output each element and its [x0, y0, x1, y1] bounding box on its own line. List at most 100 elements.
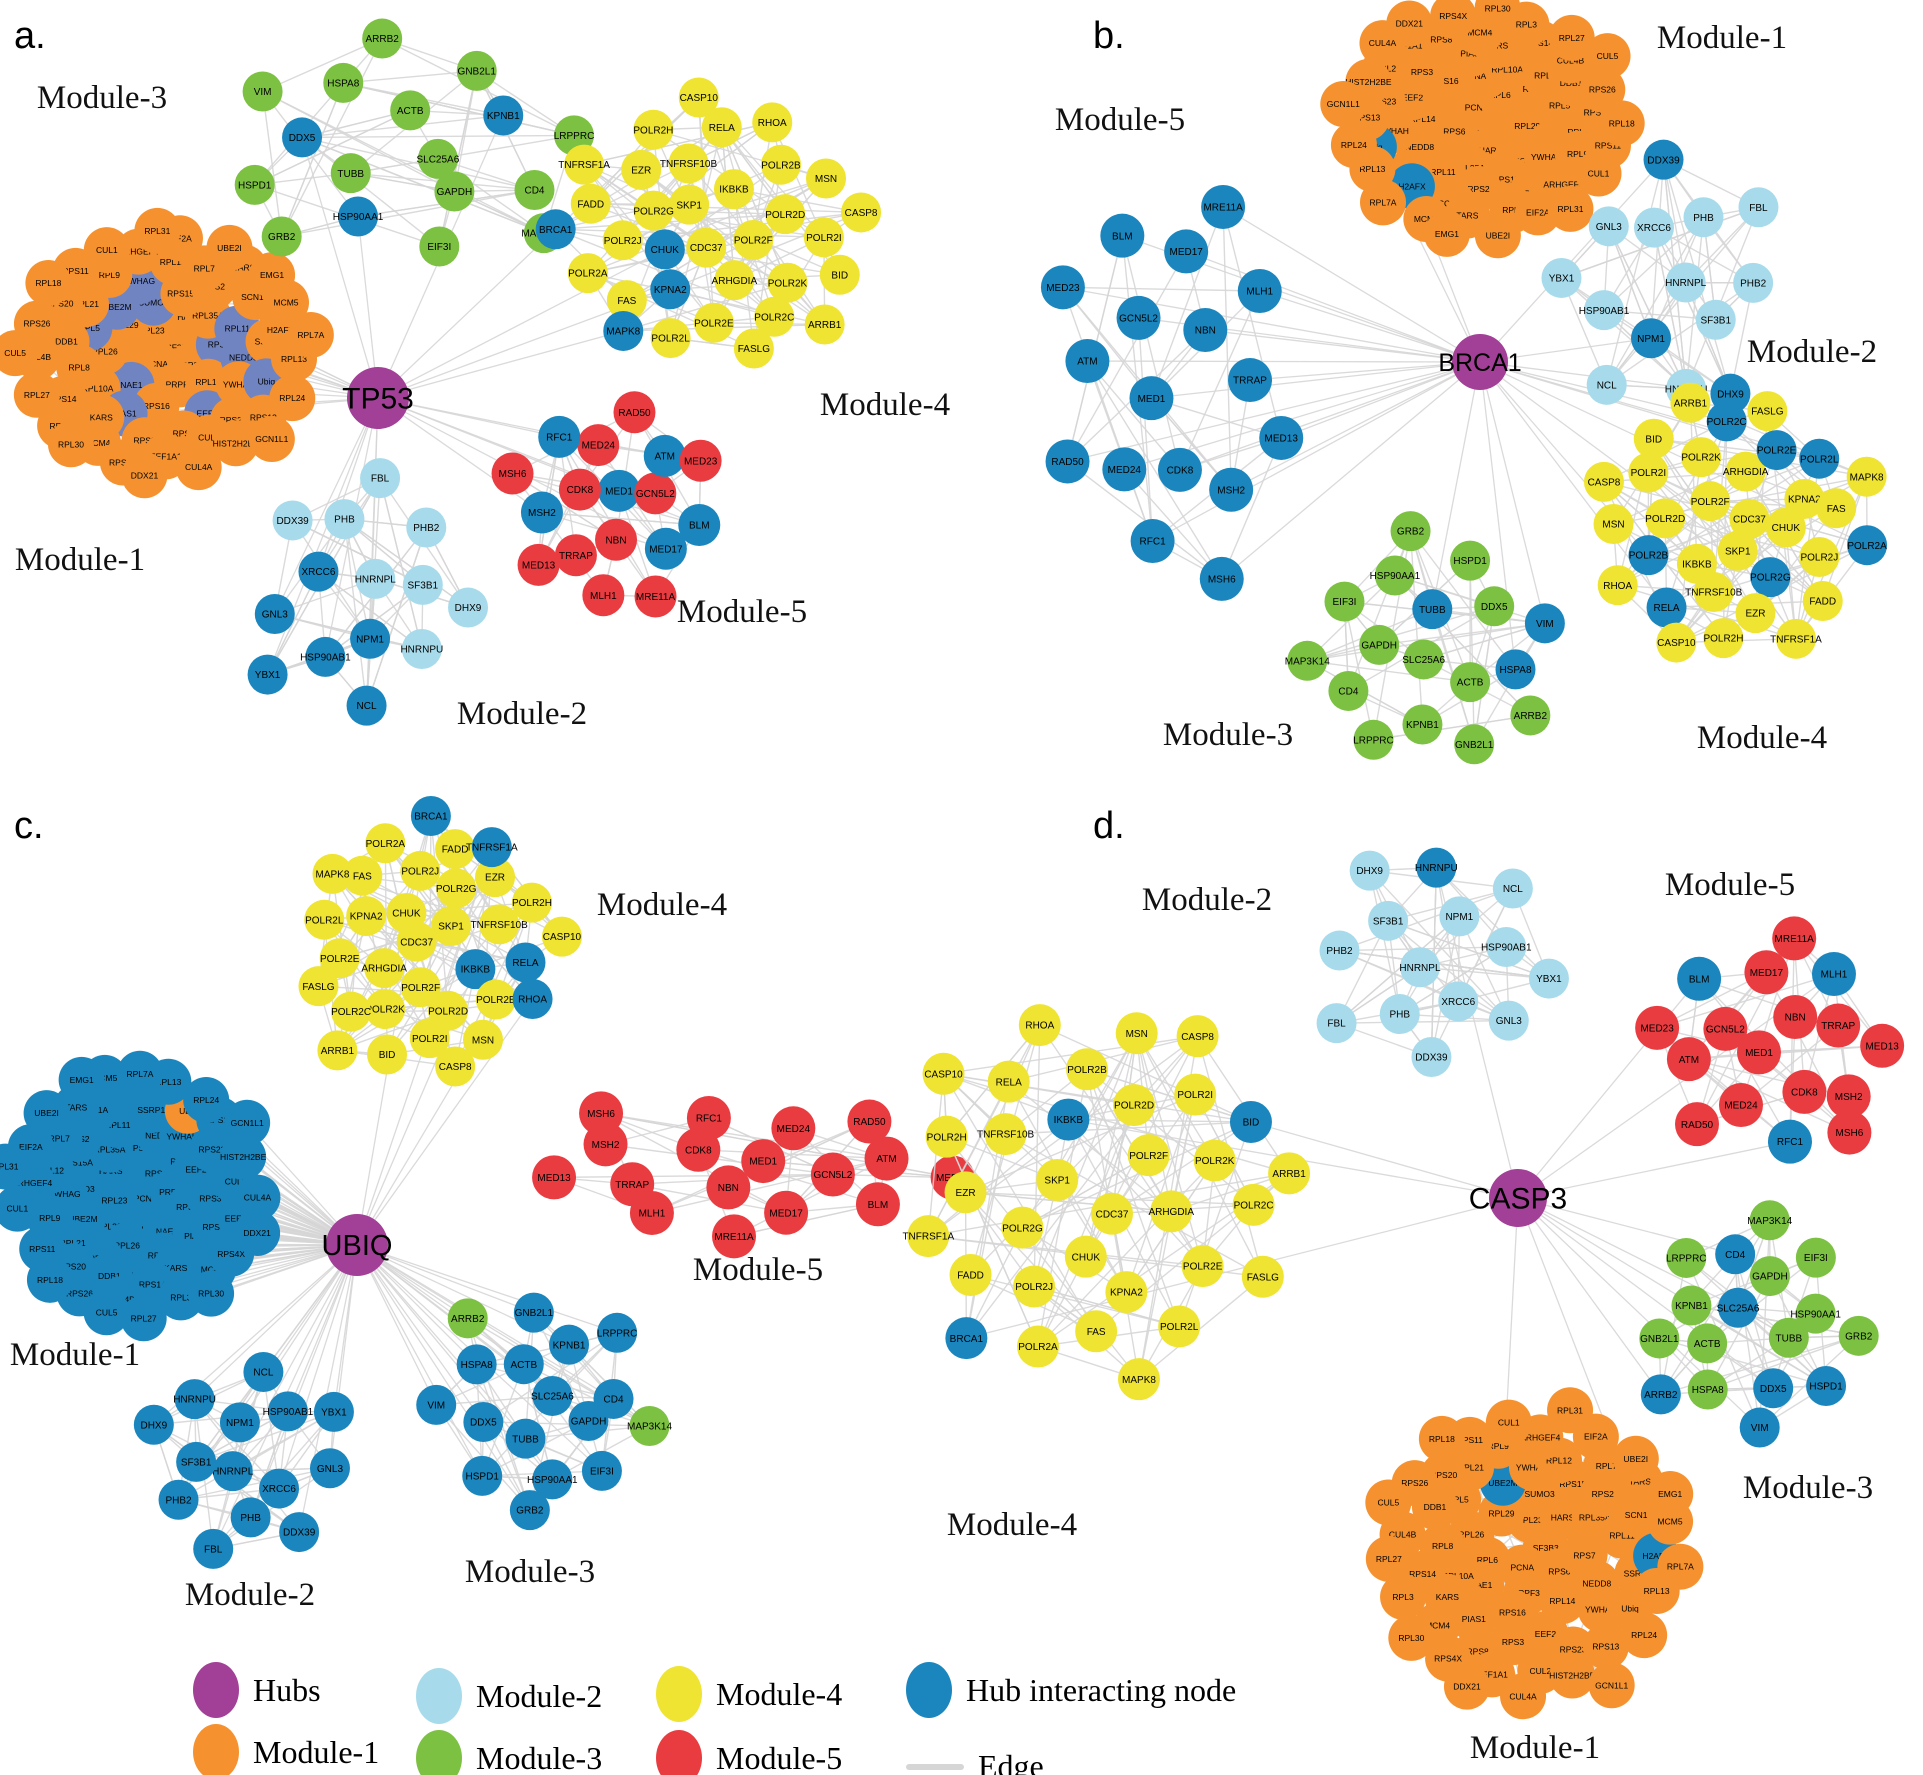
gene-label: VIM [427, 1400, 445, 1411]
gene-label: SKP1 [1044, 1176, 1070, 1187]
gene-node-circle [1402, 704, 1443, 745]
gene-node-circle [1795, 1293, 1836, 1334]
gene-label: UBE2I [1624, 1454, 1649, 1464]
gene-label: TRRAP [1821, 1021, 1855, 1032]
gene-node-circle [401, 629, 442, 670]
gene-label: RPL31 [0, 1162, 19, 1172]
gene-label: TNFRSF1A [1770, 634, 1822, 645]
gene-node-DDX39: DDX39 [272, 500, 313, 541]
gene-node-circle [1075, 1310, 1118, 1353]
gene-label: EIF3I [1804, 1253, 1828, 1264]
gene-node-circle [1241, 1255, 1284, 1298]
gene-node-circle [1657, 1543, 1704, 1590]
gene-node-circle [410, 795, 451, 836]
gene-node-DDX5: DDX5 [282, 117, 323, 158]
edge [1022, 1121, 1252, 1229]
gene-node-POLR2A: POLR2A [1847, 525, 1887, 566]
gene-node-BLM: BLM [855, 1182, 900, 1227]
gene-label: CHUK [392, 909, 421, 920]
gene-label: ARRB2 [1644, 1390, 1678, 1401]
gene-node-circle [733, 328, 774, 369]
gene-node-circle [1633, 418, 1674, 459]
gene-node-ATM: ATM [864, 1136, 909, 1181]
gene-label: YWHAG [1516, 1462, 1548, 1472]
hub-edge [966, 1197, 1519, 1339]
gene-node-circle [513, 1292, 554, 1333]
gene-node-circle [419, 226, 460, 267]
gene-node-circle [1860, 1023, 1905, 1068]
module-label-module-4: Module-4 [1697, 720, 1827, 756]
gene-label: NBN [605, 535, 626, 546]
gene-node-circle [819, 254, 860, 295]
edge [301, 136, 545, 234]
hub-edge [278, 1244, 358, 1489]
edge [1606, 159, 1665, 385]
gene-node-CHUK: CHUK [1064, 1235, 1107, 1278]
gene-label: MRE11A [714, 1232, 754, 1243]
gene-node-circle [1744, 950, 1789, 995]
gene-node-RPL30: RPL30 [1388, 1614, 1435, 1661]
edge [1136, 1033, 1172, 1212]
gene-label: RPS4X [217, 1249, 245, 1259]
gene-label: EIF2A [1526, 207, 1550, 217]
gene-label: RPS4X [1439, 11, 1467, 21]
gene-label: POLR2K [1681, 453, 1721, 464]
gene-label: PHB [1693, 213, 1714, 224]
gene-node-circle [1597, 565, 1638, 606]
module-label-module-2: Module-2 [185, 1577, 315, 1613]
gene-node-CUL1: CUL1 [0, 1185, 41, 1232]
gene-node-circle [1687, 1369, 1728, 1410]
gene-label: RPL30 [198, 1289, 224, 1299]
gene-node-circle [23, 1090, 70, 1137]
gene-node-RPL24: RPL24 [1330, 121, 1377, 168]
gene-label: MED13 [537, 1173, 571, 1184]
gene-node-RHOA: RHOA [512, 979, 553, 1020]
gene-node-XRCC6: XRCC6 [298, 551, 339, 592]
gene-label: FBL [204, 1544, 223, 1555]
gene-node-circle [1492, 868, 1533, 909]
gene-node-circle [804, 304, 845, 345]
gene-label: TARS [1456, 211, 1478, 221]
gene-node-circle [693, 302, 734, 343]
gene-node-circle [174, 1379, 215, 1420]
gene-node-EIF3I: EIF3I [1324, 581, 1365, 622]
gene-node-HNRNPU: HNRNPU [400, 629, 443, 670]
gene-label: MLH1 [639, 1209, 666, 1220]
edge [386, 876, 496, 1055]
gene-label: CDK8 [1167, 465, 1194, 476]
gene-node-HIST2H2BE: HIST2H2BE [1549, 1652, 1596, 1699]
gene-node-POLR2L: POLR2L [1158, 1305, 1201, 1348]
gene-node-SLC25A6: SLC25A6 [1402, 639, 1445, 680]
gene-label: RPS3 [173, 429, 195, 439]
gene-node-circle [1666, 1037, 1711, 1082]
gene-label: RPL13 [1359, 164, 1385, 174]
gene-label: POLR2I [1631, 468, 1667, 479]
gene-node-circle [1113, 1084, 1156, 1127]
edge [1706, 1257, 1817, 1344]
hub-edge [1179, 361, 1481, 471]
gene-node-POLR2E: POLR2E [693, 302, 734, 343]
edge [600, 1112, 887, 1160]
gene-node-circle [491, 452, 534, 495]
gene-node-circle [212, 420, 259, 467]
gene-node-ARHGDIA: ARHGDIA [1148, 1190, 1194, 1233]
gene-node-circle [1583, 461, 1624, 502]
gene-label: MRE11A [1203, 203, 1243, 214]
gene-label: MAPK8 [316, 870, 350, 881]
gene-label: POLR2B [1629, 551, 1669, 562]
gene-node-POLR2F: POLR2F [733, 219, 774, 260]
gene-label: HNRNPL [1399, 963, 1441, 974]
gene-node-POLR2I: POLR2I [1174, 1073, 1217, 1116]
gene-label: DDB1 [1424, 1502, 1447, 1512]
gene-label: POLR2L [305, 915, 344, 926]
gene-node-circle [269, 375, 316, 422]
gene-label: VIM [1751, 1423, 1769, 1434]
gene-label: SLC25A6 [1717, 1303, 1760, 1314]
gene-node-YBX1: YBX1 [1528, 958, 1569, 999]
gene-label: SSRP1 [137, 1105, 165, 1115]
panel-letter-c: c. [14, 805, 44, 847]
gene-node-RPL31: RPL31 [0, 1143, 29, 1190]
gene-label: HSPA8 [327, 79, 359, 90]
gene-node-MED24: MED24 [1718, 1083, 1763, 1128]
gene-node-RPL18: RPL18 [1598, 100, 1645, 147]
